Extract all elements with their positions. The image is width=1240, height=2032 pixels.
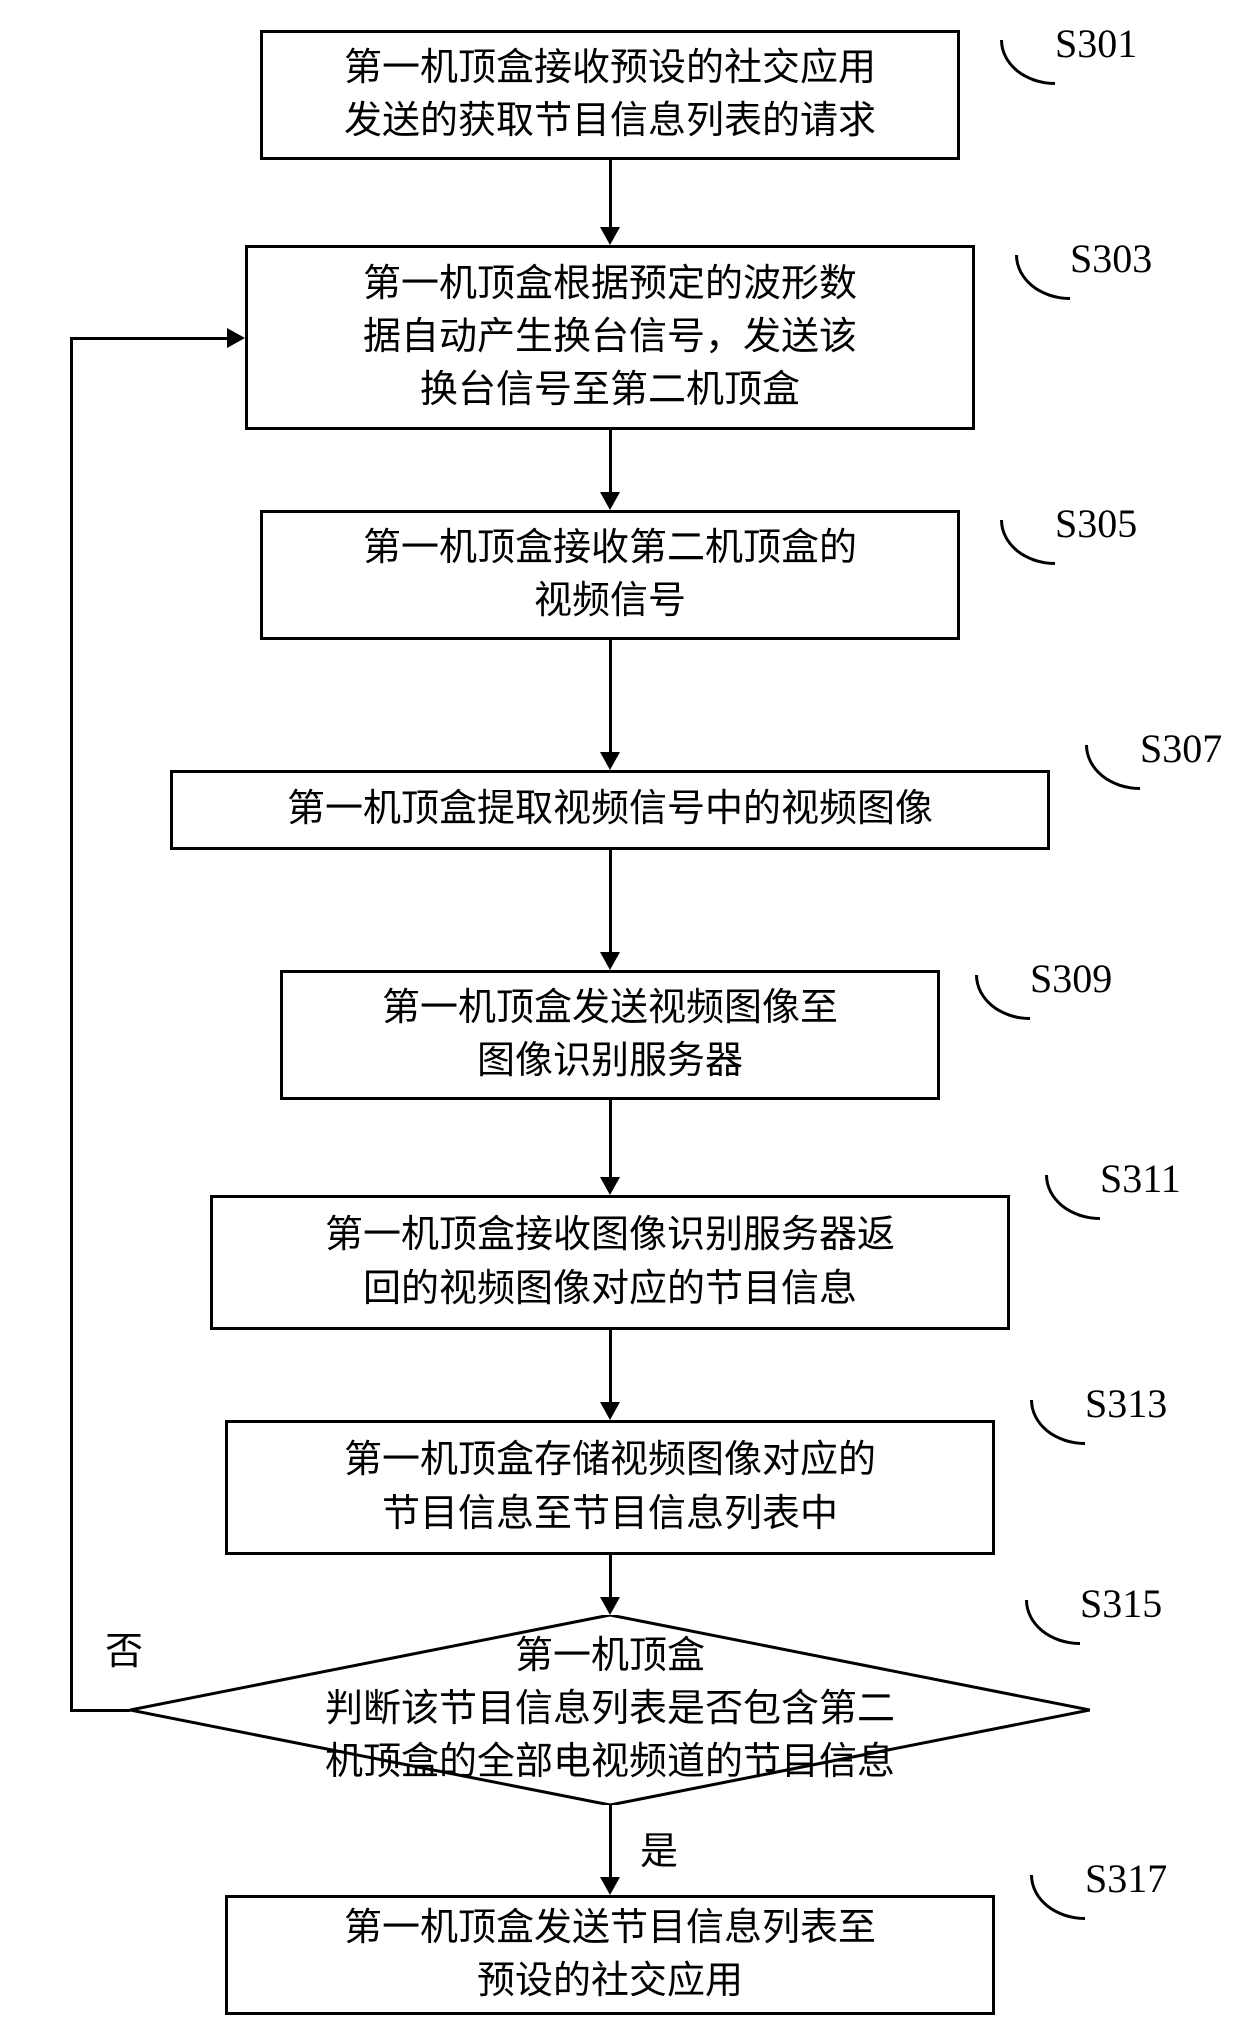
step-box-S309: 第一机顶盒发送视频图像至图像识别服务器	[280, 970, 940, 1100]
decision-text: 第一机顶盒判断该节目信息列表是否包含第二机顶盒的全部电视频道的节目信息	[130, 1630, 1090, 1790]
arrow-v-head-0	[600, 227, 620, 245]
step-label-S303: S303	[1070, 235, 1152, 282]
step-label-S309: S309	[1030, 955, 1112, 1002]
arrow-v-line-2	[609, 640, 612, 752]
step-box-S305: 第一机顶盒接收第二机顶盒的视频信号	[260, 510, 960, 640]
step-label-S315: S315	[1080, 1580, 1162, 1627]
label-arc-S311	[1045, 1175, 1100, 1220]
label-arc-S313	[1030, 1400, 1085, 1445]
label-arc-S309	[975, 975, 1030, 1020]
loop-v	[70, 338, 73, 1710]
arrow-v-head-3	[600, 952, 620, 970]
step-box-S301: 第一机顶盒接收预设的社交应用发送的获取节目信息列表的请求	[260, 30, 960, 160]
edge-label-0: 否	[105, 1620, 143, 1675]
arrow-v-line-0	[609, 160, 612, 227]
step-box-S303: 第一机顶盒根据预定的波形数据自动产生换台信号，发送该换台信号至第二机顶盒	[245, 245, 975, 430]
step-box-S307: 第一机顶盒提取视频信号中的视频图像	[170, 770, 1050, 850]
label-arc-S307	[1085, 745, 1140, 790]
arrow-v-line-3	[609, 850, 612, 952]
arrow-v-line-4	[609, 1100, 612, 1177]
step-box-S311: 第一机顶盒接收图像识别服务器返回的视频图像对应的节目信息	[210, 1195, 1010, 1330]
arrow-v-line-1	[609, 430, 612, 492]
arrow-v-head-4	[600, 1177, 620, 1195]
decision-S315: 第一机顶盒判断该节目信息列表是否包含第二机顶盒的全部电视频道的节目信息	[130, 1615, 1090, 1805]
arrow-v-head-5	[600, 1402, 620, 1420]
arrow-v-head-1	[600, 492, 620, 510]
arrow-v-head-7	[600, 1877, 620, 1895]
arrow-v-line-7	[609, 1805, 612, 1877]
step-label-S301: S301	[1055, 20, 1137, 67]
label-arc-S301	[1000, 40, 1055, 85]
flowchart-canvas: 第一机顶盒接收预设的社交应用发送的获取节目信息列表的请求 S301 第一机顶盒根据预…	[0, 0, 1240, 2032]
step-box-S313: 第一机顶盒存储视频图像对应的节目信息至节目信息列表中	[225, 1420, 995, 1555]
step-box-S317: 第一机顶盒发送节目信息列表至预设的社交应用	[225, 1895, 995, 2015]
step-label-S311: S311	[1100, 1155, 1181, 1202]
edge-label-1: 是	[640, 1820, 678, 1875]
step-label-S307: S307	[1140, 725, 1222, 772]
label-arc-S317	[1030, 1875, 1085, 1920]
label-arc-S303	[1015, 255, 1070, 300]
loop-h2	[70, 337, 227, 340]
arrow-v-head-6	[600, 1597, 620, 1615]
arrow-v-line-6	[609, 1555, 612, 1597]
arrow-v-head-2	[600, 752, 620, 770]
step-label-S305: S305	[1055, 500, 1137, 547]
loop-head	[227, 328, 245, 348]
arrow-v-line-5	[609, 1330, 612, 1402]
loop-h1	[70, 1709, 130, 1712]
step-label-S317: S317	[1085, 1855, 1167, 1902]
step-label-S313: S313	[1085, 1380, 1167, 1427]
label-arc-S305	[1000, 520, 1055, 565]
